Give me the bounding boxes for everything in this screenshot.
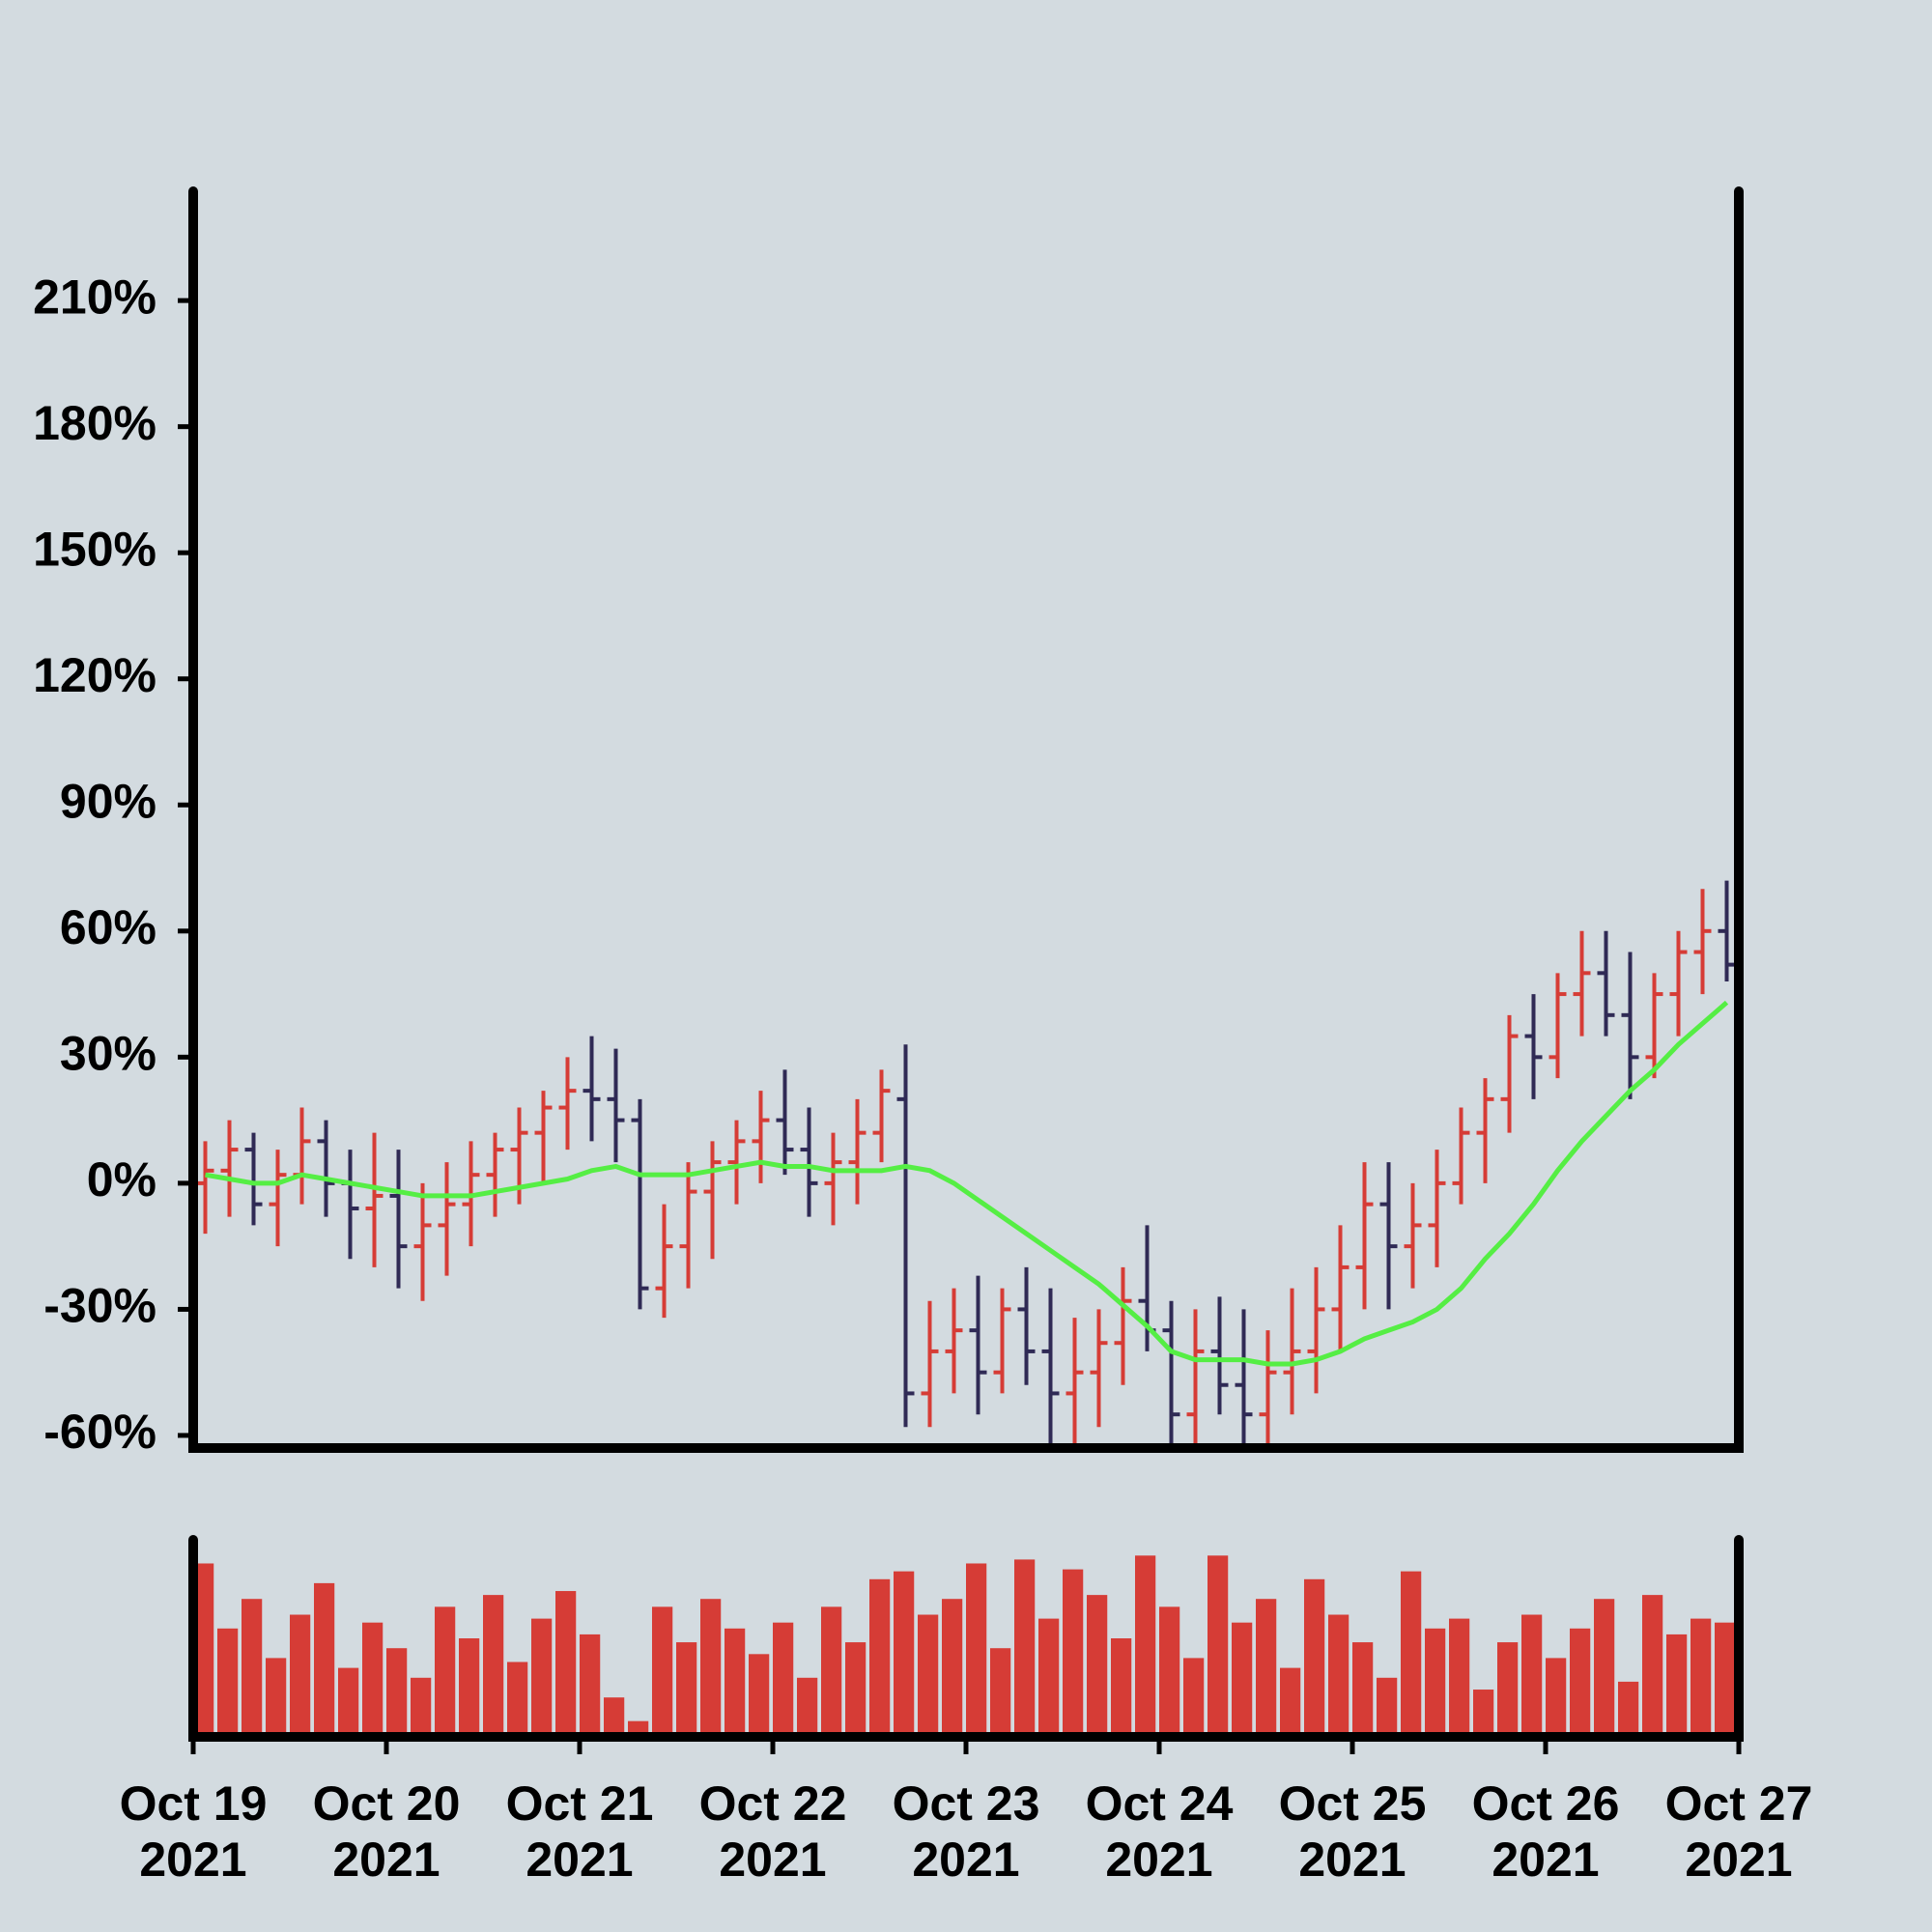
volume-bar xyxy=(1014,1559,1036,1737)
volume-bar xyxy=(386,1648,408,1737)
volume-bar xyxy=(1666,1634,1688,1737)
volume-bar xyxy=(362,1622,384,1737)
volume-bar xyxy=(652,1606,673,1737)
volume-bar xyxy=(242,1599,263,1737)
x-tick-label: Oct 19 2021 xyxy=(119,1776,268,1887)
volume-bar xyxy=(942,1599,963,1737)
volume-bar xyxy=(1159,1606,1180,1737)
volume-bar xyxy=(1208,1555,1229,1737)
y-tick-label: 0% xyxy=(87,1152,156,1207)
volume-bar xyxy=(290,1614,311,1737)
volume-bar xyxy=(700,1599,722,1737)
volume-bar xyxy=(1111,1638,1132,1737)
volume-bar xyxy=(773,1622,794,1737)
volume-bar xyxy=(845,1642,867,1737)
volume-bar xyxy=(1377,1677,1398,1737)
x-tick-label: Oct 25 2021 xyxy=(1278,1776,1427,1887)
volume-bar xyxy=(1546,1658,1567,1737)
volume-bar xyxy=(1521,1614,1543,1737)
volume-bar xyxy=(1328,1614,1350,1737)
y-tick-label: 60% xyxy=(60,900,156,954)
x-tick-label: Oct 21 2021 xyxy=(505,1776,654,1887)
volume-bar xyxy=(724,1628,746,1737)
volume-bar xyxy=(894,1571,915,1737)
volume-bar xyxy=(580,1634,601,1737)
volume-bar xyxy=(1401,1571,1422,1737)
volume-bar xyxy=(797,1677,818,1737)
volume-bar xyxy=(990,1648,1011,1737)
volume-bar xyxy=(918,1614,939,1737)
volume-bar xyxy=(1642,1595,1663,1737)
volume-bar xyxy=(411,1677,432,1737)
volume-bar xyxy=(217,1628,239,1737)
x-tick-label: Oct 20 2021 xyxy=(312,1776,461,1887)
volume-bar xyxy=(1594,1599,1615,1737)
volume-bar xyxy=(459,1638,480,1737)
y-tick-label: 90% xyxy=(60,774,156,828)
volume-bar xyxy=(676,1642,697,1737)
volume-bar xyxy=(1497,1642,1519,1737)
volume-bar xyxy=(604,1697,625,1737)
frame xyxy=(188,186,1744,1453)
volume-bar xyxy=(1038,1618,1060,1737)
volume-bar xyxy=(749,1654,770,1737)
volume-bar xyxy=(338,1667,359,1737)
volume-bar xyxy=(1063,1569,1084,1737)
x-tick-label: Oct 26 2021 xyxy=(1471,1776,1620,1887)
x-tick-label: Oct 23 2021 xyxy=(892,1776,1040,1887)
y-tick-label: 150% xyxy=(33,522,156,576)
volume-bar xyxy=(1352,1642,1374,1737)
volume-bar xyxy=(555,1591,577,1737)
volume-bar xyxy=(507,1662,528,1737)
frame xyxy=(188,1535,1744,1742)
volume-bar xyxy=(1425,1628,1446,1737)
y-tick-label: -30% xyxy=(43,1279,156,1333)
volume-bar xyxy=(314,1582,335,1737)
volume-bar xyxy=(1256,1599,1277,1737)
y-tick-label: -60% xyxy=(43,1405,156,1459)
x-tick-label: Oct 22 2021 xyxy=(698,1776,847,1887)
volume-bar xyxy=(193,1563,214,1737)
x-tick-label: Oct 24 2021 xyxy=(1085,1776,1234,1887)
volume-bar xyxy=(266,1658,287,1737)
moving-average xyxy=(205,1000,1729,1367)
volume-bar xyxy=(1715,1622,1736,1737)
volume-bar xyxy=(435,1606,456,1737)
volume-bar xyxy=(1135,1555,1156,1737)
volume-bar xyxy=(531,1618,553,1737)
volume-bar xyxy=(1618,1681,1639,1737)
y-tick-label: 30% xyxy=(60,1027,156,1081)
y-tick-label: 120% xyxy=(33,648,156,702)
volume-bar xyxy=(966,1563,987,1737)
volume-bar xyxy=(1473,1690,1494,1737)
volume-bar xyxy=(1570,1628,1591,1737)
volume-bar xyxy=(483,1595,504,1737)
volume-bar xyxy=(1449,1618,1470,1737)
y-tick-label: 180% xyxy=(33,396,156,450)
volume-bar xyxy=(1690,1618,1712,1737)
volume-bar xyxy=(1183,1658,1205,1737)
volume-bar xyxy=(869,1578,891,1737)
volume-bar xyxy=(1232,1622,1253,1737)
volume-bar xyxy=(821,1606,842,1737)
y-tick-label: 210% xyxy=(33,270,156,324)
x-tick-label: Oct 27 2021 xyxy=(1664,1776,1813,1887)
volume-bar xyxy=(1087,1595,1108,1737)
volume-bar xyxy=(1304,1578,1325,1737)
volume-bar xyxy=(1280,1667,1301,1737)
